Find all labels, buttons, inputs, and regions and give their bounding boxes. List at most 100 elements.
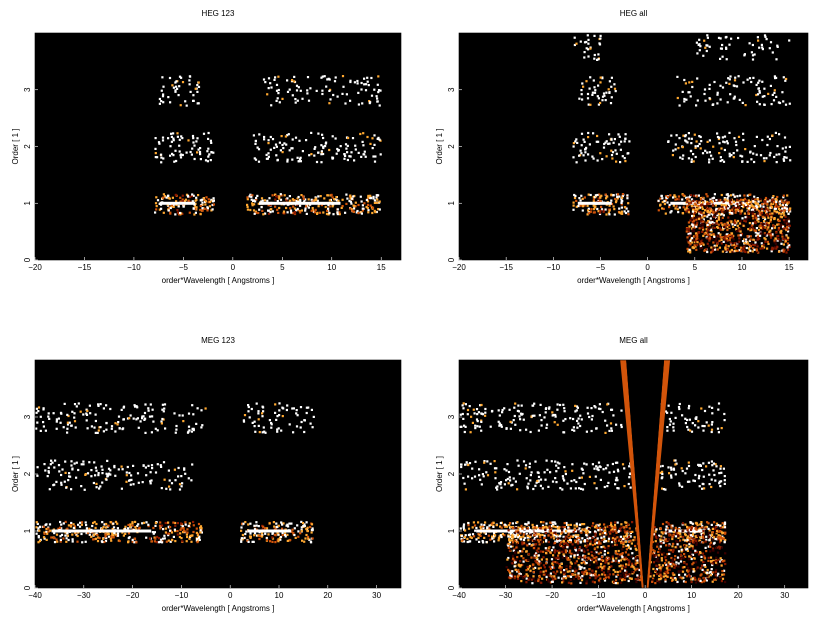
- heatmap-cell: [54, 459, 57, 462]
- heatmap-cell: [711, 412, 714, 415]
- heatmap-cell: [670, 474, 673, 477]
- heatmap-cell: [785, 223, 788, 227]
- heatmap-cell: [296, 99, 299, 102]
- heatmap-cell: [99, 485, 102, 488]
- heatmap-cell: [672, 422, 675, 425]
- heatmap-cell: [785, 229, 788, 232]
- heatmap-cell: [619, 574, 622, 577]
- heatmap-cell: [532, 487, 535, 491]
- heatmap-cell: [695, 568, 698, 571]
- heatmap-cell: [565, 521, 568, 525]
- heatmap-cell: [763, 246, 766, 249]
- heatmap-cell: [670, 476, 673, 479]
- heatmap-cell: [624, 137, 627, 140]
- heatmap-cell: [167, 469, 170, 472]
- heatmap-cell: [597, 58, 600, 61]
- heatmap-cell: [538, 543, 541, 546]
- heatmap-cell: [620, 569, 623, 572]
- heatmap-cell: [692, 561, 695, 564]
- heatmap-cell: [571, 569, 574, 572]
- heatmap-cell: [694, 239, 697, 243]
- heatmap-cell: [665, 559, 668, 562]
- heatmap-cell: [769, 84, 772, 87]
- heatmap-cell: [621, 193, 624, 196]
- heatmap-cell: [718, 152, 721, 155]
- heatmap-cell: [612, 414, 615, 417]
- heatmap-cell: [690, 557, 693, 561]
- heatmap-cell: [127, 523, 130, 527]
- heatmap-cell: [513, 414, 516, 418]
- heatmap-cell: [711, 157, 714, 160]
- heatmap-cell: [719, 84, 722, 87]
- heatmap-cell: [537, 475, 541, 478]
- heatmap-cell: [264, 81, 267, 84]
- heatmap-cell: [356, 209, 359, 213]
- heatmap-cell: [307, 198, 310, 201]
- heatmap-cell: [660, 566, 663, 569]
- heatmap-cell: [261, 533, 264, 537]
- heatmap-cell: [466, 537, 469, 540]
- heatmap-cell: [364, 155, 367, 158]
- heatmap-cell: [788, 145, 791, 148]
- heatmap-cell: [723, 482, 726, 485]
- heatmap-cell: [772, 198, 775, 201]
- heatmap-cell: [623, 529, 626, 532]
- heatmap-cell: [659, 471, 662, 474]
- heatmap-cell: [172, 154, 175, 157]
- heatmap-cell: [685, 205, 689, 208]
- heatmap-cell: [286, 90, 290, 93]
- heatmap-cell: [526, 485, 529, 488]
- heatmap-cell: [50, 459, 53, 462]
- heatmap-cell: [614, 527, 617, 530]
- heatmap-cell: [168, 197, 171, 200]
- heatmap-cell: [662, 207, 665, 210]
- heatmap-cell: [47, 466, 50, 469]
- heatmap-cell: [739, 220, 743, 223]
- heatmap-cell: [702, 530, 705, 533]
- heatmap-cell: [699, 247, 702, 250]
- heatmap-cell: [759, 230, 762, 233]
- heatmap-cell: [659, 197, 662, 200]
- heatmap-cell: [291, 94, 294, 97]
- heatmap-cell: [357, 91, 360, 94]
- heatmap-cell: [785, 251, 788, 254]
- heatmap-cell: [511, 559, 514, 562]
- heatmap-cell: [731, 211, 734, 214]
- heatmap-cell: [763, 237, 766, 240]
- heatmap-cell: [667, 466, 670, 469]
- heatmap-cell: [161, 417, 164, 421]
- heatmap-cell: [614, 483, 617, 486]
- heatmap-cell: [172, 86, 175, 89]
- heatmap-cell: [150, 431, 153, 434]
- heatmap-cell: [575, 522, 578, 525]
- heatmap-cell: [719, 465, 722, 468]
- heatmap-cell: [755, 93, 758, 97]
- heatmap-cell: [521, 412, 524, 416]
- heatmap-cell: [715, 237, 718, 241]
- heatmap-cell: [570, 562, 573, 565]
- heatmap-cell: [539, 403, 542, 406]
- heatmap-cell: [638, 579, 642, 582]
- heatmap-cell: [265, 153, 268, 156]
- heatmap-cell: [349, 200, 352, 203]
- heatmap-cell: [747, 207, 751, 210]
- heatmap-cell: [60, 473, 63, 477]
- heatmap-cell: [198, 150, 202, 154]
- heatmap-cell: [748, 216, 751, 219]
- heatmap-cell: [112, 536, 115, 539]
- heatmap-cell: [606, 424, 609, 427]
- heatmap-cell: [277, 211, 280, 214]
- heatmap-cell: [95, 482, 98, 485]
- heatmap-cell: [499, 525, 502, 528]
- heatmap-cell: [704, 99, 707, 102]
- heatmap-cell: [53, 536, 56, 540]
- heatmap-cell: [610, 138, 613, 141]
- heatmap-cell: [780, 200, 783, 203]
- heatmap-cell: [782, 76, 785, 79]
- heatmap-cell: [271, 536, 274, 539]
- heatmap-cell: [587, 153, 590, 156]
- heatmap-cell: [97, 536, 100, 539]
- heatmap-cell: [783, 136, 787, 139]
- heatmap-cell: [162, 193, 165, 196]
- heatmap-cell: [293, 199, 296, 202]
